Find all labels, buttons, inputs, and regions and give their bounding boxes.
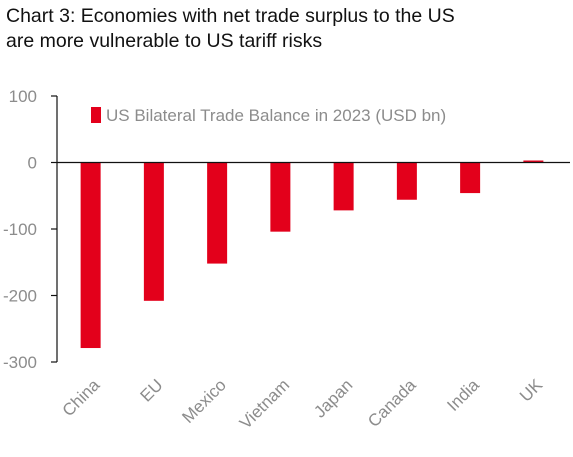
x-axis: China EU Mexico Vietnam Japan Canada India UK [57,161,570,433]
bar-eu [143,162,164,301]
bar-china [80,162,101,349]
legend-label: US Bilateral Trade Balance in 2023 (USD … [106,106,446,125]
y-tick-label: -300 [3,353,37,372]
y-tick-label: 0 [28,154,37,173]
chart-title: Chart 3: Economies with net trade surplu… [6,4,571,54]
y-tick-label: 100 [9,87,37,106]
legend: US Bilateral Trade Balance in 2023 (USD … [91,106,446,125]
bar-vietnam [270,162,291,232]
y-axis: 100 0 -100 -200 -300 [3,87,58,372]
x-category-label: UK [516,375,547,406]
legend-swatch [91,107,101,123]
x-category-label: Vietnam [236,375,293,432]
bar-india [460,162,481,194]
bar-mexico [207,162,228,264]
chart-title-line-2: are more vulnerable to US tariff risks [6,30,323,52]
x-category-label: Canada [364,375,420,431]
bar-canada [396,162,417,200]
bar-japan [333,162,354,211]
bars [80,160,544,349]
x-category-label: EU [137,375,167,405]
x-category-label: Japan [310,375,356,421]
y-tick-label: -200 [3,287,37,306]
x-category-label: India [443,375,483,415]
x-category-label: Mexico [178,375,230,427]
x-category-label: China [59,375,104,420]
y-tick-label: -100 [3,220,37,239]
bar-uk [523,160,544,163]
chart-title-line-1: Chart 3: Economies with net trade surplu… [6,5,455,27]
